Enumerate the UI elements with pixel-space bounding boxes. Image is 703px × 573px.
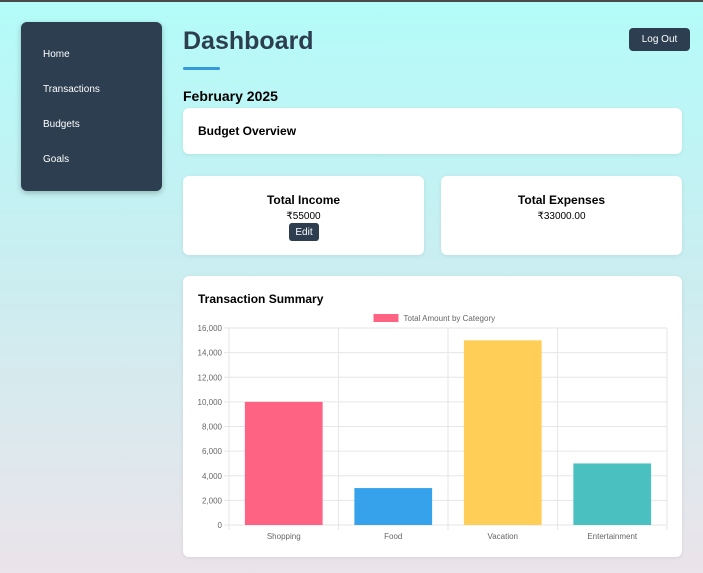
total-income-card: Total Income ₹55000 Edit: [183, 176, 424, 255]
month-label: February 2025: [183, 88, 278, 104]
title-underline: [183, 67, 220, 70]
y-tick-label: 6,000: [202, 447, 223, 456]
window-top-border: [0, 0, 703, 2]
sidebar-item-goals[interactable]: Goals: [43, 154, 70, 165]
y-tick-label: 12,000: [198, 373, 223, 382]
logout-button[interactable]: Log Out: [629, 28, 690, 51]
transaction-bar-chart: 0 2,000 4,000 6,000 8,000 10,000 12,000 14,000 1…: [198, 314, 668, 541]
x-tick-label: Vacation: [487, 532, 518, 541]
sidebar-item-home[interactable]: Home: [43, 49, 70, 60]
budget-overview-heading: Budget Overview: [198, 124, 297, 138]
y-tick-label: 10,000: [198, 398, 223, 407]
y-tick-label: 16,000: [198, 324, 223, 333]
transaction-summary-card: Transaction Summary 0 2,000 4,000 6,000 8,00…: [183, 276, 682, 557]
budget-overview-card: Budget Overview: [183, 108, 682, 154]
y-tick-label: 2,000: [202, 496, 223, 505]
total-expenses-value: ₹33000.00: [537, 211, 586, 222]
sidebar: Home Transactions Budgets Goals: [21, 22, 162, 191]
bar-food: [354, 488, 433, 525]
bar-shopping: [244, 401, 323, 525]
total-income-value: ₹55000: [286, 211, 321, 222]
bar-entertainment: [573, 463, 652, 525]
page-title: Dashboard: [183, 27, 314, 55]
x-tick-label: Entertainment: [587, 532, 638, 541]
sidebar-item-transactions[interactable]: Transactions: [43, 84, 100, 95]
transaction-summary-heading: Transaction Summary: [198, 292, 324, 306]
y-tick-label: 8,000: [202, 423, 223, 432]
y-tick-label: 14,000: [198, 349, 223, 358]
x-tick-label: Food: [384, 532, 402, 541]
bar-vacation: [463, 340, 542, 525]
x-tick-label: Shopping: [267, 532, 301, 541]
total-income-title: Total Income: [266, 193, 341, 207]
sidebar-item-budgets[interactable]: Budgets: [43, 119, 80, 130]
y-tick-label: 0: [218, 521, 223, 530]
legend-label: Total Amount by Category: [404, 314, 496, 323]
total-expenses-card: Total Expenses ₹33000.00: [441, 176, 682, 255]
edit-income-button[interactable]: Edit: [289, 223, 319, 241]
total-expenses-title: Total Expenses: [517, 193, 606, 207]
y-tick-label: 4,000: [202, 472, 223, 481]
legend-swatch: [373, 314, 399, 322]
